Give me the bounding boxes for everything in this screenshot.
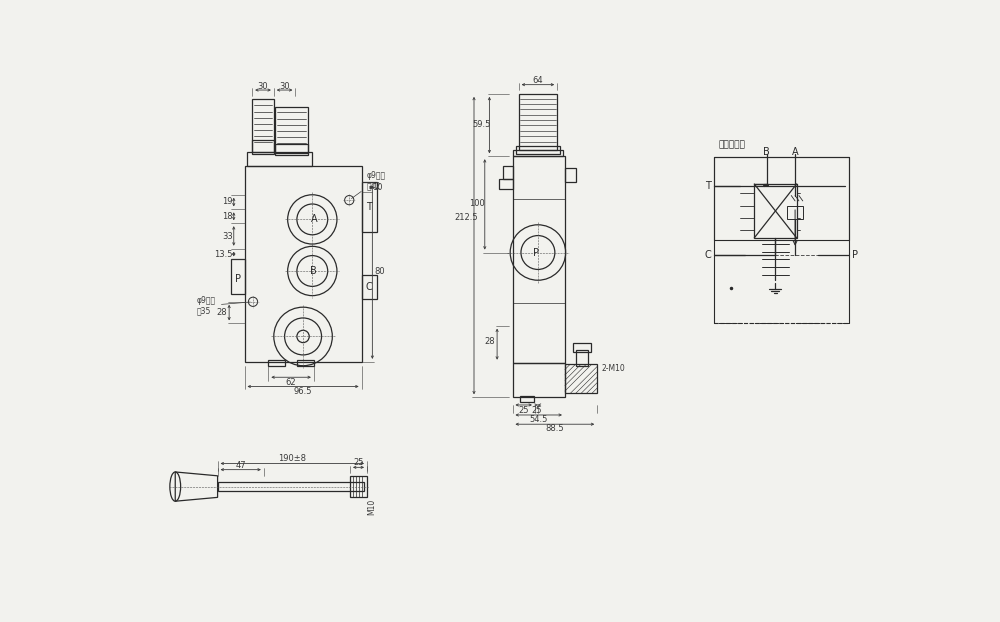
- Bar: [714, 157, 849, 240]
- Bar: [714, 240, 849, 323]
- Text: 30: 30: [279, 81, 290, 91]
- Bar: [787, 205, 803, 220]
- Bar: [565, 168, 576, 182]
- Text: A: A: [792, 147, 798, 157]
- Bar: [275, 144, 308, 153]
- Bar: [512, 150, 563, 156]
- Bar: [754, 184, 797, 238]
- Bar: [520, 396, 534, 402]
- Bar: [245, 165, 362, 362]
- Text: 47: 47: [235, 460, 246, 470]
- Bar: [297, 360, 314, 366]
- Bar: [252, 100, 274, 152]
- Bar: [519, 94, 557, 150]
- Text: 18: 18: [222, 212, 233, 221]
- Bar: [362, 182, 377, 233]
- Text: P: P: [533, 248, 539, 258]
- Text: C: C: [366, 282, 373, 292]
- Text: 液压原理图: 液压原理图: [718, 141, 745, 149]
- Text: 28: 28: [216, 308, 227, 317]
- Text: 30: 30: [258, 81, 268, 91]
- Text: P: P: [235, 274, 241, 284]
- Bar: [499, 179, 512, 188]
- Text: 25: 25: [518, 406, 529, 415]
- Text: 19: 19: [222, 197, 233, 206]
- Text: φ9通孔
深42: φ9通孔 深42: [352, 171, 385, 198]
- Text: 100: 100: [469, 200, 485, 208]
- Text: φ9通孔
深35: φ9通孔 深35: [197, 296, 250, 315]
- Text: T: T: [366, 202, 372, 212]
- Bar: [576, 350, 588, 366]
- Bar: [350, 476, 367, 498]
- Text: 88.5: 88.5: [546, 424, 564, 434]
- Text: 25: 25: [531, 406, 542, 415]
- Bar: [247, 152, 312, 165]
- Text: 64: 64: [533, 75, 543, 85]
- Text: 54.5: 54.5: [529, 415, 548, 424]
- Text: 96.5: 96.5: [294, 388, 312, 396]
- Bar: [275, 107, 308, 155]
- Text: B: B: [310, 266, 317, 276]
- Text: T: T: [705, 181, 711, 192]
- Text: P: P: [852, 250, 858, 260]
- Bar: [252, 140, 274, 154]
- Text: 28: 28: [484, 337, 495, 346]
- Text: 62: 62: [285, 378, 296, 387]
- Text: 13.5: 13.5: [214, 249, 232, 259]
- Text: 190±8: 190±8: [278, 454, 306, 463]
- Text: M10: M10: [368, 499, 377, 515]
- Text: 2-M10: 2-M10: [602, 363, 626, 373]
- Text: 80: 80: [375, 267, 385, 276]
- Bar: [231, 259, 245, 294]
- Bar: [218, 482, 364, 491]
- Bar: [268, 360, 285, 366]
- Bar: [512, 363, 565, 397]
- Text: 10: 10: [372, 183, 383, 192]
- Bar: [516, 146, 560, 154]
- Text: B: B: [763, 147, 770, 157]
- Text: A: A: [311, 215, 317, 225]
- Text: 33: 33: [222, 232, 233, 241]
- Bar: [503, 165, 512, 179]
- Text: C: C: [705, 250, 711, 260]
- Bar: [362, 275, 377, 299]
- Text: 25: 25: [353, 458, 364, 467]
- Text: 59.5: 59.5: [473, 120, 491, 129]
- Bar: [573, 343, 591, 352]
- Text: 212.5: 212.5: [454, 213, 478, 221]
- Bar: [565, 364, 597, 394]
- Bar: [512, 156, 565, 363]
